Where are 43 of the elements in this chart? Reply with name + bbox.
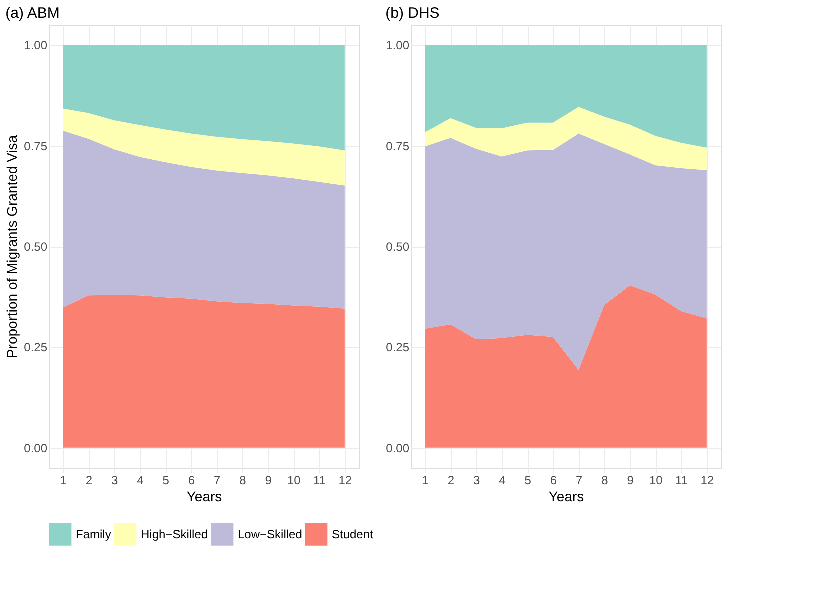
x-tick-label: 6: [188, 474, 196, 488]
y-axis-title: Proportion of Migrants Granted Visa: [4, 135, 20, 359]
y-tick-label: 1.00: [386, 38, 410, 53]
legend-label: Family: [76, 528, 112, 542]
x-tick-label: 2: [448, 474, 455, 488]
y-tick-label: 0.75: [24, 139, 48, 154]
x-tick-label: 7: [576, 474, 583, 488]
y-tick-label: 0.00: [386, 441, 410, 456]
x-axis-title: Years: [548, 488, 584, 504]
x-tick-label: 3: [111, 474, 118, 488]
x-tick-label: 8: [602, 474, 609, 488]
x-tick-label: 5: [524, 474, 532, 488]
legend-label: High−Skilled: [141, 528, 208, 542]
x-tick-label: 4: [137, 474, 144, 488]
x-axis-title: Years: [186, 488, 222, 504]
x-tick-label: 7: [214, 474, 221, 488]
x-tick-label: 6: [550, 474, 558, 488]
x-tick-label: 1: [422, 474, 430, 488]
x-tick-label: 12: [338, 474, 352, 488]
x-tick-label: 4: [499, 474, 506, 488]
x-tick-label: 5: [162, 474, 170, 488]
x-tick-label: 9: [265, 474, 272, 488]
x-tick-label: 9: [627, 474, 634, 488]
x-tick-label: 1: [60, 474, 68, 488]
legend-label: Student: [332, 528, 374, 542]
y-tick-label: 0.00: [24, 441, 48, 456]
x-tick-label: 8: [240, 474, 247, 488]
x-tick-label: 10: [649, 474, 664, 488]
y-tick-label: 0.75: [386, 139, 410, 154]
x-tick-label: 11: [314, 474, 326, 488]
x-tick-label: 12: [700, 474, 714, 488]
legend-label: Low−Skilled: [238, 528, 302, 542]
chart-title: (a) ABM: [6, 5, 60, 22]
y-tick-label: 0.25: [386, 340, 410, 355]
x-tick-label: 10: [287, 474, 302, 488]
y-tick-label: 1.00: [24, 38, 48, 53]
chart-title: (b) DHS: [386, 5, 440, 22]
x-tick-label: 2: [86, 474, 93, 488]
y-tick-label: 0.25: [24, 340, 48, 355]
y-tick-label: 0.50: [386, 240, 410, 254]
y-tick-label: 0.50: [24, 240, 48, 254]
x-tick-label: 11: [676, 474, 688, 488]
x-tick-label: 3: [473, 474, 480, 488]
